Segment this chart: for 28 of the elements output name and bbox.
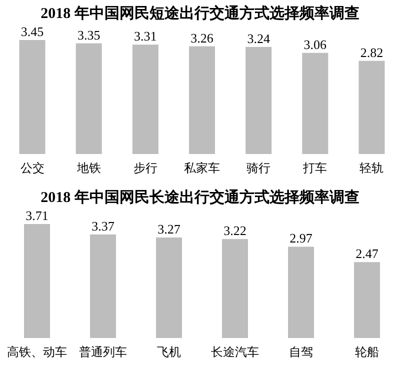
x-tick-label: 打车 (302, 161, 328, 175)
data-label: 2.97 (290, 230, 313, 246)
data-label: 3.22 (224, 223, 246, 238)
data-label: 2.82 (360, 44, 384, 60)
data-label: 2.47 (356, 246, 379, 262)
chart-title: 2018 年中国网民短途出行交通方式选择频率调查 (40, 4, 360, 22)
data-label: 3.37 (92, 218, 115, 234)
x-tick-label: 地铁 (76, 161, 101, 175)
data-label: 3.31 (134, 28, 157, 44)
x-tick-label: 步行 (133, 161, 158, 175)
data-label: 3.35 (77, 27, 100, 42)
x-tick-label: 私家车 (184, 161, 220, 175)
x-tick-label: 飞机 (157, 345, 181, 359)
x-tick-label: 自驾 (289, 345, 313, 359)
data-label: 3.24 (247, 30, 270, 46)
data-label: 3.26 (190, 30, 214, 46)
x-tick-label: 轮船 (355, 345, 379, 359)
x-tick-label: 普通列车 (79, 345, 127, 359)
x-tick-label: 轻轨 (360, 161, 384, 175)
data-label: 3.71 (26, 208, 48, 223)
data-label: 3.45 (20, 24, 44, 39)
x-tick-label: 长途汽车 (211, 345, 259, 359)
data-label: 3.27 (158, 222, 181, 237)
x-tick-label: 骑行 (246, 161, 271, 175)
chart-title: 2018 年中国网民长途出行交通方式选择频率调查 (40, 188, 360, 206)
data-label: 3.06 (304, 36, 328, 52)
x-tick-label: 高铁、动车 (7, 345, 67, 359)
x-tick-label: 公交 (20, 161, 44, 175)
